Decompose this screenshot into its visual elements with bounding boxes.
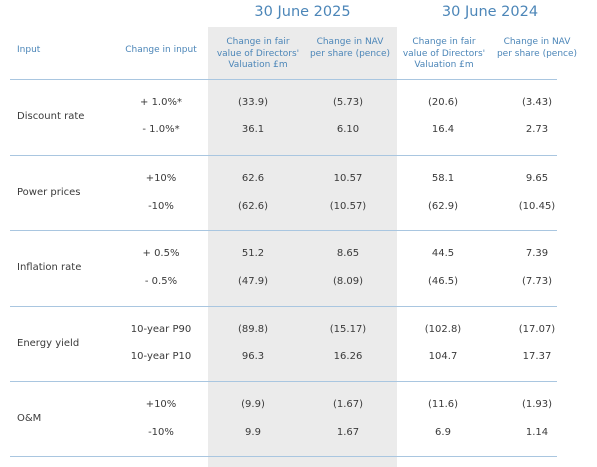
fair-value-2025: (89.8) xyxy=(237,324,269,335)
row-divider xyxy=(10,155,557,156)
fair-value-2024: (20.6) xyxy=(427,97,459,108)
fair-value-2024: 104.7 xyxy=(428,351,458,362)
row-label: O&M xyxy=(17,413,42,424)
header-nav-2024: Change in NAV per share (pence) xyxy=(496,37,578,59)
nav-2024: 17.37 xyxy=(522,351,552,362)
change-value: + 0.5% xyxy=(142,248,180,259)
nav-2024: (7.73) xyxy=(521,276,553,287)
row-divider xyxy=(10,381,557,382)
change-value: - 0.5% xyxy=(144,276,178,287)
fair-value-2025: (9.9) xyxy=(241,399,265,410)
fair-value-2024: 16.4 xyxy=(431,124,455,135)
change-value: +10% xyxy=(145,173,177,184)
nav-2024: (10.45) xyxy=(518,201,556,212)
fair-value-2025: 9.9 xyxy=(245,427,261,438)
highlight-2025-column xyxy=(208,27,397,467)
nav-2025: (15.17) xyxy=(329,324,367,335)
row-divider xyxy=(10,230,557,231)
row-divider xyxy=(10,79,557,80)
row-label: Power prices xyxy=(17,187,81,198)
nav-2025: 16.26 xyxy=(333,351,363,362)
nav-2024: 1.14 xyxy=(525,427,549,438)
header-nav-2025: Change in NAV per share (pence) xyxy=(309,37,391,59)
fair-value-2025: 62.6 xyxy=(241,173,265,184)
row-label: Discount rate xyxy=(17,111,85,122)
fair-value-2024: (11.6) xyxy=(427,399,459,410)
nav-2024: (17.07) xyxy=(518,324,556,335)
header-input: Input xyxy=(17,45,41,55)
fair-value-2025: (47.9) xyxy=(237,276,269,287)
fair-value-2024: (102.8) xyxy=(424,324,462,335)
period-2025-title: 30 June 2025 xyxy=(254,4,351,20)
row-divider xyxy=(10,456,557,457)
nav-2024: 2.73 xyxy=(525,124,549,135)
row-label: Inflation rate xyxy=(17,262,82,273)
nav-2024: 7.39 xyxy=(525,248,549,259)
fair-value-2024: 58.1 xyxy=(431,173,455,184)
fair-value-2024: (46.5) xyxy=(427,276,459,287)
nav-2025: (10.57) xyxy=(329,201,367,212)
nav-2024: (3.43) xyxy=(521,97,553,108)
period-2024-title: 30 June 2024 xyxy=(441,4,539,20)
nav-2024: 9.65 xyxy=(525,173,549,184)
fair-value-2024: 44.5 xyxy=(431,248,455,259)
nav-2025: 6.10 xyxy=(336,124,360,135)
nav-2025: (1.67) xyxy=(332,399,364,410)
fair-value-2025: 36.1 xyxy=(241,124,265,135)
fair-value-2025: (62.6) xyxy=(237,201,269,212)
fair-value-2025: 51.2 xyxy=(241,248,265,259)
fair-value-2025: (33.9) xyxy=(237,97,269,108)
nav-2024: (1.93) xyxy=(521,399,553,410)
change-value: - 1.0%* xyxy=(142,124,180,135)
change-value: 10-year P90 xyxy=(130,324,192,335)
fair-value-2024: (62.9) xyxy=(427,201,459,212)
change-value: +10% xyxy=(145,399,177,410)
change-value: -10% xyxy=(148,201,174,212)
header-change-in-input: Change in input xyxy=(125,45,197,55)
row-label: Energy yield xyxy=(17,338,80,349)
nav-2025: 10.57 xyxy=(333,173,363,184)
header-fair-value-2025: Change in fair value of Directors' Valua… xyxy=(216,37,300,70)
fair-value-2024: 6.9 xyxy=(435,427,451,438)
header-fair-value-2024: Change in fair value of Directors' Valua… xyxy=(402,37,486,70)
fair-value-2025: 96.3 xyxy=(241,351,265,362)
row-divider xyxy=(10,306,557,307)
nav-2025: (5.73) xyxy=(332,97,364,108)
change-value: 10-year P10 xyxy=(130,351,192,362)
change-value: + 1.0%* xyxy=(140,97,182,108)
change-value: -10% xyxy=(148,427,174,438)
nav-2025: 1.67 xyxy=(336,427,360,438)
nav-2025: 8.65 xyxy=(336,248,360,259)
nav-2025: (8.09) xyxy=(332,276,364,287)
